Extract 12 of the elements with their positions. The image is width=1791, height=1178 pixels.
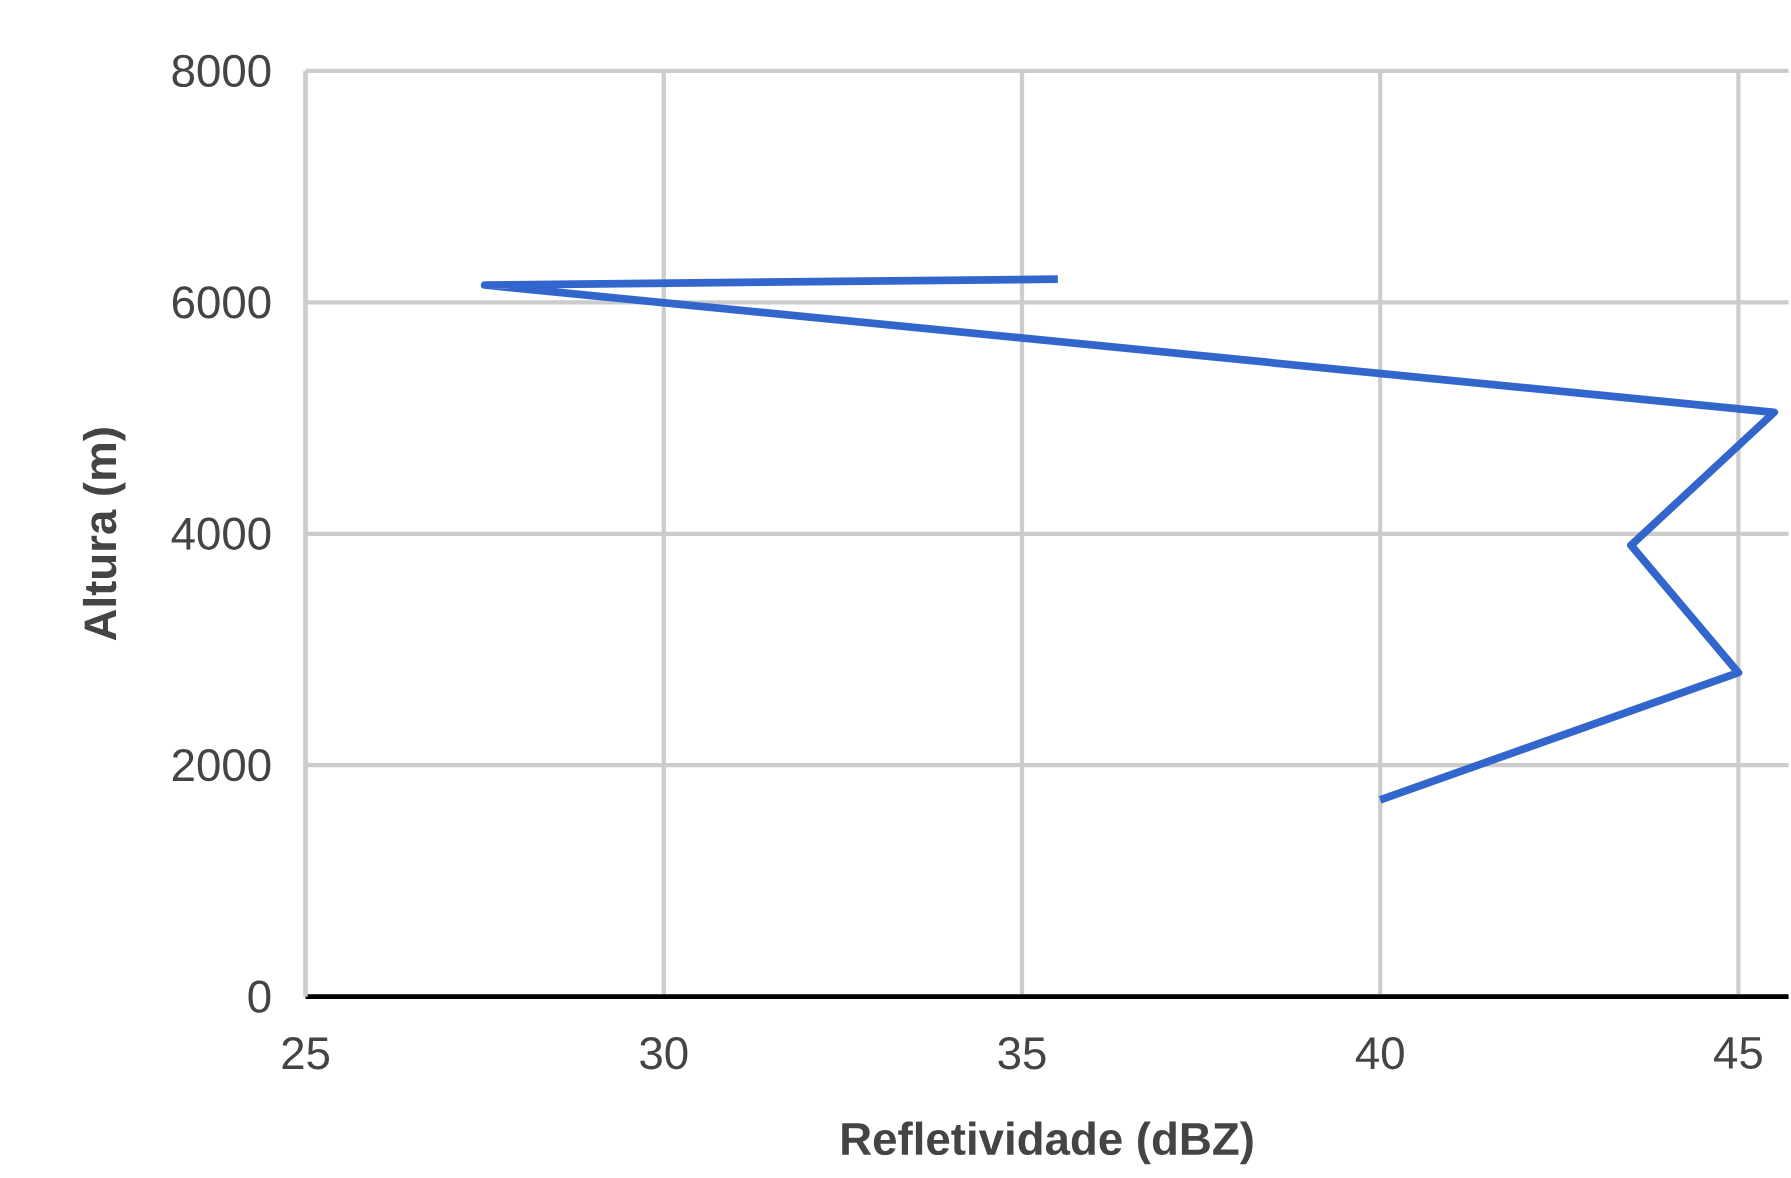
y-tick-label: 0 (248, 980, 271, 1013)
y-tick-label: 8000 (172, 54, 271, 87)
y-tick-label: 4000 (171, 517, 271, 550)
x-tick-label: 40 (1355, 1036, 1404, 1070)
y-axis-title: Altura (m) (82, 428, 126, 641)
x-tick-label: 25 (282, 1036, 330, 1070)
y-tick-label: 2000 (172, 748, 271, 782)
x-tick-label: 30 (640, 1036, 688, 1070)
y-tick-label: 6000 (172, 286, 271, 319)
x-axis-title: Refletividade (dBZ) (842, 1121, 1253, 1164)
x-tick-label: 45 (1714, 1036, 1762, 1069)
x-tick-label: 35 (998, 1036, 1046, 1070)
